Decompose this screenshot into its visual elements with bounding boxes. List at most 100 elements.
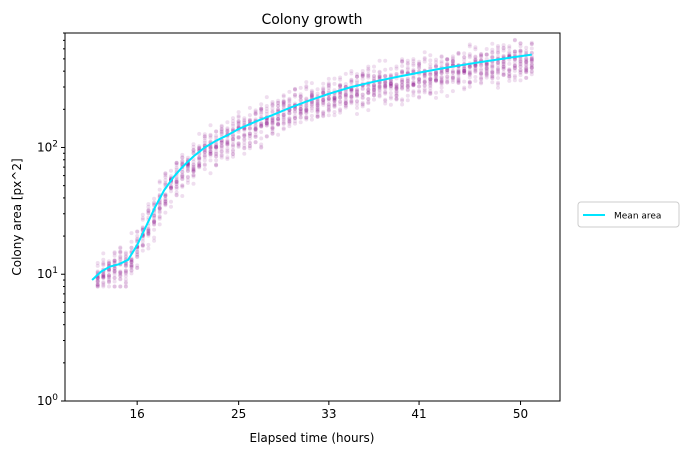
scatter-point (315, 107, 320, 112)
scatter-point (422, 83, 427, 88)
scatter-point (400, 82, 405, 87)
scatter-point (270, 118, 275, 123)
scatter-point (242, 120, 247, 125)
scatter-point (338, 83, 343, 88)
scatter-point (422, 80, 427, 84)
scatter-point (118, 270, 123, 275)
scatter-point (191, 162, 196, 167)
scatter-point (462, 70, 467, 75)
scatter-point (321, 97, 326, 102)
scatter-point (202, 155, 207, 160)
scatter-point (315, 109, 320, 114)
scatter-point (524, 59, 529, 64)
scatter-point (473, 58, 478, 63)
scatter-point (281, 117, 286, 122)
scatter-point (191, 167, 196, 172)
scatter-point (512, 73, 517, 78)
scatter-point (236, 115, 241, 120)
scatter-point (355, 93, 359, 98)
scatter-point (501, 61, 506, 66)
scatter-point (332, 76, 337, 81)
scatter-point (287, 119, 292, 124)
scatter-point (287, 117, 292, 122)
scatter-point (512, 63, 517, 68)
scatter-point (422, 83, 427, 88)
scatter-point (152, 219, 157, 224)
scatter-point (259, 136, 264, 141)
scatter-point (276, 132, 281, 137)
scatter-point (496, 71, 500, 76)
scatter-point (219, 143, 224, 148)
scatter-point (512, 66, 517, 71)
scatter-point (462, 70, 467, 75)
scatter-point (490, 74, 495, 79)
scatter-point (259, 145, 264, 150)
scatter-point (360, 69, 365, 73)
scatter-point (422, 72, 427, 77)
scatter-point (422, 57, 427, 62)
scatter-point (372, 85, 376, 90)
scatter-point (259, 124, 264, 129)
scatter-point (473, 55, 478, 60)
scatter-point (140, 243, 145, 248)
scatter-point (276, 107, 281, 112)
scatter-point (231, 142, 235, 147)
scatter-point (163, 192, 168, 197)
scatter-point (377, 80, 382, 85)
x-tick-label: 16 (130, 407, 145, 421)
scatter-point (529, 69, 534, 74)
scatter-point (298, 107, 303, 112)
scatter-point (236, 113, 241, 118)
scatter-point (180, 155, 185, 160)
scatter-point (388, 72, 393, 77)
scatter-point (157, 210, 162, 215)
scatter-point (360, 102, 365, 107)
scatter-point (101, 275, 106, 280)
scatter-point (360, 100, 365, 105)
scatter-point (152, 238, 157, 243)
scatter-point (388, 82, 393, 87)
scatter-point (315, 109, 320, 114)
scatter-point (118, 284, 123, 289)
scatter-point (174, 186, 179, 191)
scatter-point (388, 81, 393, 86)
scatter-point (107, 273, 111, 278)
scatter-point (529, 57, 534, 62)
scatter-point (349, 80, 354, 85)
scatter-point (366, 100, 371, 105)
scatter-point (394, 96, 399, 101)
scatter-point (118, 254, 123, 259)
scatter-point (479, 71, 484, 76)
scatter-point (377, 58, 382, 63)
scatter-point (242, 136, 247, 141)
scatter-point (112, 266, 117, 271)
scatter-point (304, 85, 309, 90)
scatter-point (304, 103, 309, 108)
scatter-point (456, 70, 461, 75)
scatter-point (219, 146, 224, 151)
scatter-point (293, 119, 297, 124)
scatter-point (377, 85, 382, 90)
scatter-point (518, 61, 523, 66)
scatter-point (462, 79, 467, 84)
scatter-point (95, 261, 100, 265)
scatter-point (231, 139, 235, 144)
scatter-point (332, 94, 337, 99)
scatter-point (405, 77, 410, 82)
scatter-point (101, 274, 106, 279)
scatter-point (157, 202, 162, 207)
scatter-point (456, 67, 461, 72)
scatter-point (129, 245, 134, 250)
scatter-point (140, 225, 145, 230)
scatter-point (507, 53, 512, 58)
scatter-point (524, 57, 529, 62)
scatter-point (174, 193, 179, 198)
scatter-point (400, 80, 405, 84)
scatter-point (456, 69, 461, 74)
scatter-point (360, 92, 365, 97)
scatter-point (281, 126, 286, 131)
scatter-point (118, 256, 123, 261)
scatter-point (405, 58, 410, 63)
mean-area-line (91, 53, 532, 281)
scatter-point (157, 207, 162, 212)
